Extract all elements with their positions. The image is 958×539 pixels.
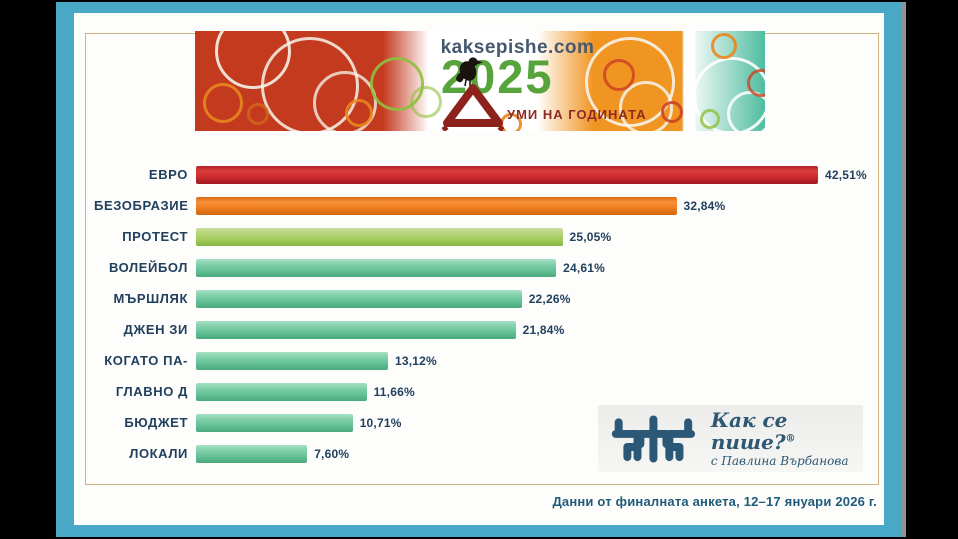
bar-value: 7,60% <box>314 446 350 461</box>
bar <box>196 351 388 370</box>
teal-frame: kaksepishe.com 2025 УМИ НА ГОДИНАТА <box>56 2 906 537</box>
bar <box>196 289 522 308</box>
bar-label: БЕЗОБРАЗИЕ <box>94 198 189 213</box>
bar-label: ЛОКАЛИ <box>129 446 188 461</box>
decorative-ring-icon <box>410 86 442 118</box>
header-banner: kaksepishe.com 2025 УМИ НА ГОДИНАТА <box>195 31 765 131</box>
bar <box>196 258 557 277</box>
bar <box>196 413 353 432</box>
chart-row: ПРОТЕСТ 25,05% <box>94 221 874 252</box>
decorative-ring-icon <box>247 103 269 125</box>
logo-title: Как се пише?® <box>711 409 863 453</box>
logo-text: Как се пише?® с Павлина Върбанова <box>711 409 863 468</box>
decorative-ring-icon <box>203 83 243 123</box>
bar-label: БЮДЖЕТ <box>124 415 188 430</box>
letter-d-triangle-icon <box>441 84 505 131</box>
bar-label: КОГАТО ПА- <box>104 353 188 368</box>
bird-icon <box>456 57 483 87</box>
chart-row: БЮДЖЕТ 10,71% <box>94 407 874 438</box>
bar-label: ДЖЕН ЗИ <box>123 322 188 337</box>
bar <box>196 227 563 246</box>
logo-reg-mark: ® <box>785 433 796 445</box>
bar-value: 13,12% <box>395 353 437 368</box>
chart-row: МЪРШЛЯК 22,26% <box>94 283 874 314</box>
bar <box>196 196 677 215</box>
chart-row: ВОЛЕЙБОЛ 24,61% <box>94 252 874 283</box>
decorative-ring-icon <box>727 91 765 131</box>
decorative-ring-icon <box>370 57 424 111</box>
bar-value: 25,05% <box>569 229 612 244</box>
chart-row: ЕВРО 42,51% <box>94 159 874 190</box>
logo-box: Как се пише?® с Павлина Върбанова <box>598 405 863 472</box>
logo-subtitle: с Павлина Върбанова <box>710 454 849 468</box>
chart-row: БЕЗОБРАЗИЕ 32,84% <box>94 190 874 221</box>
bar-value: 24,61% <box>563 260 605 275</box>
decorative-ring-icon <box>661 101 683 123</box>
bar <box>196 444 308 463</box>
kak-se-pishe-logo-icon <box>611 414 696 463</box>
bar-label: ВОЛЕЙБОЛ <box>108 260 188 275</box>
bar-label: МЪРШЛЯК <box>113 291 188 306</box>
bar-value: 10,71% <box>359 415 402 430</box>
decorative-ring-icon <box>603 59 635 91</box>
footer-note: Данни от финалната анкета, 12–17 януари … <box>552 494 877 509</box>
site-url: kaksepishe.com <box>440 37 595 58</box>
bar-value: 22,26% <box>528 291 571 306</box>
decorative-ring-icon <box>693 57 765 131</box>
chart-row: ДЖЕН ЗИ 21,84% <box>94 314 874 345</box>
bar-label: ПРОТЕСТ <box>122 229 188 244</box>
decorative-ring-icon <box>747 69 765 97</box>
bar-value: 21,84% <box>522 322 565 337</box>
decorative-ring-icon <box>700 109 720 129</box>
bar-value: 32,84% <box>683 198 726 213</box>
bar-value: 11,66% <box>373 384 415 399</box>
bar <box>196 382 367 401</box>
chart-row: КОГАТО ПА- 13,12% <box>94 345 874 376</box>
bar <box>196 320 516 339</box>
logo-title-text: Как се пише? <box>710 408 788 454</box>
bar <box>196 165 818 184</box>
bar-value: 42,51% <box>825 167 867 182</box>
bar-label: ГЛАВНО Д <box>115 384 188 399</box>
chart-row: ЛОКАЛИ 7,60% <box>94 438 874 469</box>
decorative-ring-icon <box>711 33 737 59</box>
bar-label: ЕВРО <box>148 167 188 182</box>
decorative-ring-icon <box>345 99 373 127</box>
white-card: kaksepishe.com 2025 УМИ НА ГОДИНАТА <box>74 13 884 525</box>
campaign-text: УМИ НА ГОДИНАТА <box>507 107 647 122</box>
chart-row: ГЛАВНО Д 11,66% <box>94 376 874 407</box>
chart-rows: ЕВРО 42,51% БЕЗОБРАЗИЕ 32,84% ПРОТЕСТ 25,05% В… <box>94 159 874 469</box>
